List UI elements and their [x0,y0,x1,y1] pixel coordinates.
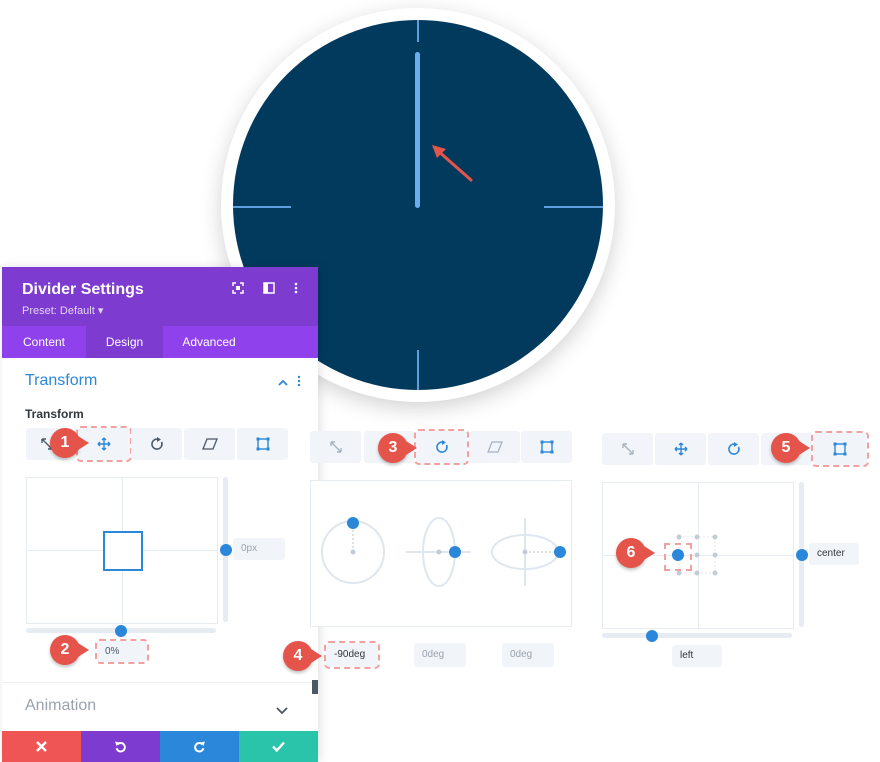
chevron-down-icon[interactable] [276,702,288,720]
check-icon [272,741,285,752]
more-options-icon[interactable] [289,282,303,296]
undo-icon [115,741,126,753]
origin-y-slider-handle[interactable] [796,549,808,561]
tick-left [233,206,291,208]
rotate-y-handle[interactable] [449,546,461,558]
section-title-transform[interactable]: Transform [25,372,98,389]
origin-tab[interactable] [811,431,869,467]
rotate-x-handle[interactable] [347,517,359,529]
origin-x-slider-track[interactable] [602,633,792,638]
cancel-button[interactable] [2,731,81,762]
move-tab[interactable] [655,433,706,465]
skew-icon [201,438,218,450]
scrollbar-thumb[interactable] [312,680,318,694]
rotate-icon [727,442,740,455]
expand-icon[interactable] [231,282,245,296]
pointer-arrow-icon [432,145,473,182]
tick-right [544,206,603,208]
more-options-icon[interactable] [296,374,302,392]
step-badge-2: 2 [50,635,89,665]
translate-preview-grid[interactable] [26,477,218,624]
undo-button[interactable] [81,731,160,762]
rotate-z-input[interactable]: 0deg [502,643,554,667]
preset-label: Preset: Default [22,305,95,317]
scale-icon [41,438,53,450]
preset-dropdown[interactable]: Preset: Default ▾ [22,304,103,317]
origin-icon [540,440,553,454]
skew-tab[interactable] [469,431,520,463]
rotate-tab[interactable] [708,433,759,465]
scale-tab[interactable] [310,431,361,463]
step-badge-5: 5 [771,433,810,463]
step-badge-3: 3 [378,433,417,463]
skew-tab[interactable] [184,428,235,460]
origin-x-slider-handle[interactable] [646,630,658,642]
tab-content[interactable]: Content [22,335,66,349]
close-icon [36,741,47,752]
rotate-icon [435,440,448,453]
section-title-animation[interactable]: Animation [25,697,97,714]
translate-y-input[interactable]: 0px [233,538,285,560]
tab-advanced[interactable]: Advanced [182,335,236,349]
origin-point-selected[interactable] [672,549,684,561]
step-badge-4: 4 [283,641,322,671]
redo-button[interactable] [160,731,239,762]
tab-design[interactable]: Design [86,326,163,358]
chevron-down-icon: ▾ [94,305,104,317]
skew-icon [486,441,503,453]
scale-icon [621,443,634,455]
panel-header: Divider Settings Preset: Default ▾ [2,267,318,326]
section-divider [2,682,318,683]
save-button[interactable] [239,731,318,762]
origin-y-input[interactable]: center [809,543,859,565]
origin-icon [256,437,269,451]
redo-icon [194,741,205,753]
scale-tab[interactable] [602,433,653,465]
rotate-axes-preview [321,517,559,587]
origin-tab[interactable] [521,431,572,463]
translate-preview-square[interactable] [103,531,143,571]
clock-hand [415,52,420,208]
origin-tab[interactable] [237,428,288,460]
move-icon [97,437,111,451]
rotate-x-input[interactable]: -90deg [324,641,380,669]
panel-toggle-icon[interactable] [262,282,276,296]
scale-icon [329,441,342,453]
translate-x-slider-handle[interactable] [115,625,127,637]
origin-x-input[interactable]: left [672,645,722,667]
origin-icon [833,442,847,456]
tick-top [417,20,419,42]
rotate-z-handle[interactable] [554,546,566,558]
translate-y-slider-handle[interactable] [220,544,232,556]
rotate-y-input[interactable]: 0deg [414,643,466,667]
panel-tabs: Content Design Advanced [2,326,318,358]
rotate-tab[interactable] [414,429,469,465]
step-badge-6: 6 [616,538,655,568]
rotate-tab[interactable] [131,428,182,460]
move-icon [674,442,687,456]
translate-x-input[interactable]: 0% [95,639,149,664]
step-badge-1: 1 [50,428,89,458]
chevron-up-icon[interactable] [278,375,288,393]
rotate-preview-box [310,480,572,627]
transform-label: Transform [25,407,84,421]
panel-title: Divider Settings [22,281,144,298]
rotate-icon [150,437,163,450]
tick-bottom [417,350,419,390]
